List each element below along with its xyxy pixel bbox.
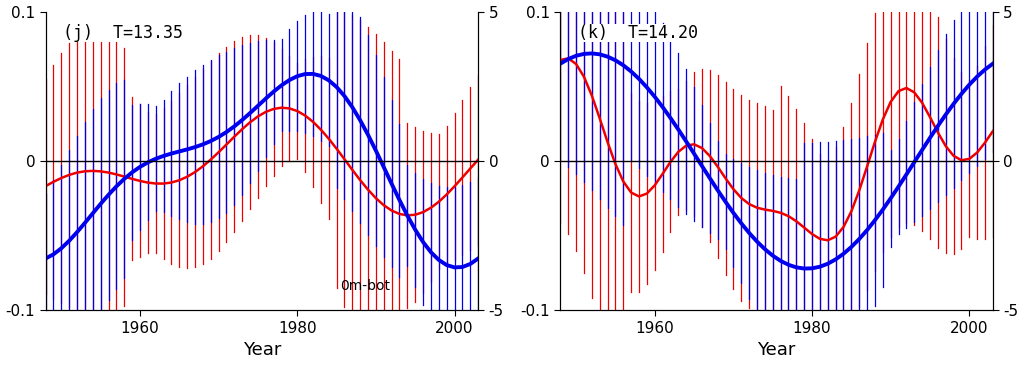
Text: (j)  T=13.35: (j) T=13.35 <box>62 23 183 42</box>
Text: (k)  T=14.20: (k) T=14.20 <box>578 23 697 42</box>
Text: 0m-bot: 0m-bot <box>340 278 390 292</box>
X-axis label: Year: Year <box>758 341 796 360</box>
X-axis label: Year: Year <box>243 341 281 360</box>
